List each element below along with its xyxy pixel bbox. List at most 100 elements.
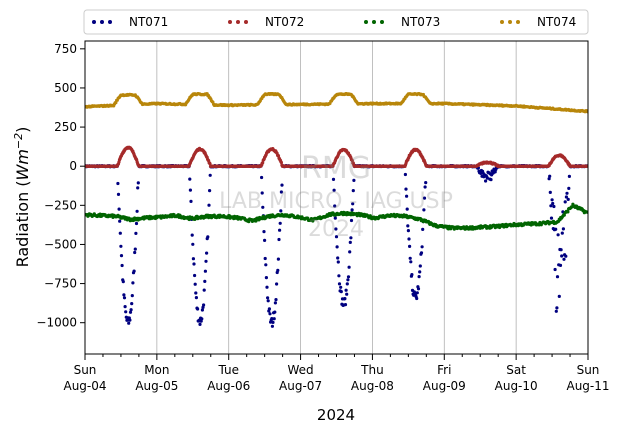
data-point [335,245,339,249]
data-point [560,231,564,235]
data-point [350,159,354,163]
data-point [421,227,425,231]
data-point [200,308,204,312]
data-point [188,188,192,192]
data-point [405,194,409,198]
data-point [270,317,274,321]
data-point [564,195,569,199]
y-tick-label: −1000 [36,316,77,330]
data-point [549,204,553,208]
watermark-text: LAB MICRO - IAG USP [219,189,453,214]
legend-marker [236,20,240,24]
data-point [423,185,427,189]
data-point [278,221,282,225]
legend-marker [508,20,512,24]
data-point [554,227,558,231]
data-point [334,227,338,231]
data-point [549,216,554,220]
data-point [337,282,342,286]
data-point [136,186,140,190]
data-point [279,209,283,213]
legend-label: NT073 [401,15,440,29]
data-point [273,310,277,314]
data-point [555,306,559,310]
y-tick-label: −500 [44,237,77,251]
data-point [565,191,569,195]
data-point [336,256,340,260]
data-point [409,260,413,264]
data-point [566,210,570,214]
series-nt072 [85,145,588,169]
x-tick-label-day: Sun [74,363,97,377]
data-point [566,197,570,201]
data-point [422,208,426,212]
watermark-text: 2024 [308,217,364,242]
data-point [194,296,198,300]
data-point [552,204,556,209]
data-point [348,250,352,254]
data-point [554,309,558,313]
data-point [128,310,133,314]
data-point [192,262,196,266]
data-point [267,307,271,311]
x-axis-label: 2024 [317,406,355,424]
data-point [345,282,349,286]
data-point [276,257,280,261]
data-point [189,199,193,203]
data-point [404,187,408,191]
data-point [345,292,349,296]
data-point [406,224,410,228]
x-tick-label-date: Aug-05 [135,379,178,393]
data-point [557,294,561,298]
x-tick-label-date: Aug-11 [566,379,609,393]
y-tick-label: 750 [54,42,77,56]
data-marks [85,92,588,328]
data-point [336,260,340,264]
data-point [208,189,212,193]
data-point [408,244,412,248]
data-point [266,296,270,300]
data-point [347,265,351,269]
data-point [275,282,279,286]
y-tick-label: −750 [44,277,77,291]
data-point [567,174,572,178]
data-point [198,322,202,326]
data-point [202,303,206,307]
series-nt073 [85,202,588,231]
data-point [120,263,124,268]
data-point [346,278,350,282]
x-tick-label-day: Wed [287,363,313,377]
x-tick-label-date: Aug-08 [351,379,394,393]
data-point [422,196,427,200]
data-point [339,285,343,289]
data-point [346,275,351,279]
data-point [332,188,336,192]
data-point [350,208,354,212]
x-axis: Sun Aug-04 Mon Aug-05 Tue Aug-06 Wed Aug-07 Thu A… [63,354,610,393]
data-point [136,181,140,185]
data-point [129,308,133,312]
data-point [263,238,267,242]
x-tick-label-day: Thu [360,363,384,377]
legend-marker [244,20,248,24]
data-point [406,229,410,233]
data-point [424,181,428,185]
data-point [260,175,264,180]
data-point [485,176,489,180]
data-point [334,235,339,239]
data-point [408,256,412,260]
data-point [405,207,409,211]
data-point [261,161,265,165]
x-tick-label-date: Aug-06 [207,379,250,393]
data-point [417,275,421,279]
legend-label: NT071 [129,15,168,29]
data-point [349,218,354,223]
data-point [262,230,266,234]
y-tick-label: 250 [54,120,77,134]
data-point [191,242,195,246]
data-point [118,219,122,223]
data-point [200,317,204,321]
x-tick-label-day: Tue [217,363,239,377]
data-point [415,296,419,301]
data-point [418,264,422,268]
